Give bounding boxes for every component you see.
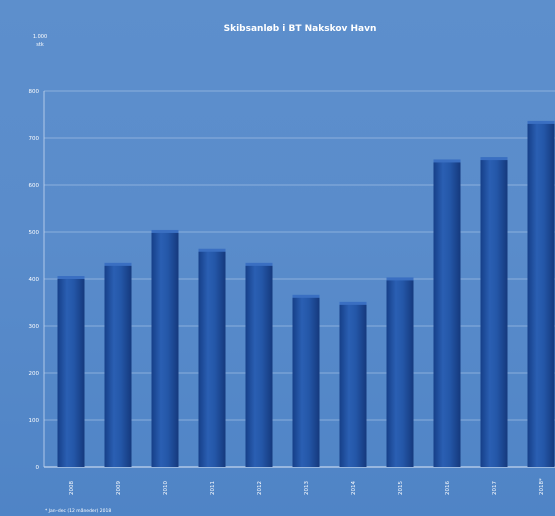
bar <box>339 304 367 467</box>
bar <box>198 251 226 467</box>
bar <box>245 265 273 467</box>
bar-top <box>433 159 461 164</box>
bar-group <box>104 262 132 467</box>
x-tick-label: 2014 <box>351 481 357 495</box>
bar-top <box>339 301 367 306</box>
x-tick-label: 2008 <box>69 481 75 495</box>
bar-group <box>386 277 414 467</box>
x-tick-label: 2013 <box>304 481 310 495</box>
bar-group <box>339 301 367 467</box>
bar-top <box>104 262 132 267</box>
bar-top <box>386 277 414 282</box>
x-tick-label: 2009 <box>116 481 122 495</box>
bar-group <box>151 229 179 467</box>
y-unit-label-bottom: stk <box>36 42 44 48</box>
bar-top <box>198 248 226 253</box>
x-tick-label: 2011 <box>210 481 216 495</box>
y-tick-label: 600 <box>29 183 40 189</box>
y-tick-label: 800 <box>29 89 40 95</box>
bar <box>151 232 179 467</box>
y-tick-label: 400 <box>29 277 40 283</box>
y-tick-label: 100 <box>29 418 40 424</box>
bar-group <box>245 262 273 467</box>
x-tick-label: 2010 <box>163 481 169 495</box>
y-tick-label: 500 <box>29 230 40 236</box>
bar-group <box>433 159 461 467</box>
y-axis: 0 100 200 300 400 500 600 700 800 <box>29 89 40 471</box>
bar-group <box>57 276 85 467</box>
bar-group <box>198 248 226 467</box>
bar <box>480 160 508 467</box>
x-tick-label: 2012 <box>257 481 263 495</box>
bar <box>104 265 132 467</box>
bars <box>57 120 555 468</box>
chart-title: Skibsanløb i BT Nakskov Havn <box>224 24 377 34</box>
footnote: * Jan–dec (12 måneder) 2018 <box>45 507 111 514</box>
bar-top <box>245 262 273 267</box>
bar-group <box>527 120 555 468</box>
bar-top <box>151 229 179 234</box>
y-unit-label-top: 1.000 <box>33 34 47 40</box>
bar-top <box>480 157 508 162</box>
bar-top <box>527 120 555 125</box>
x-tick-label: 2016 <box>445 481 451 495</box>
bar <box>386 280 414 467</box>
bar <box>527 123 555 468</box>
y-tick-label: 0 <box>36 465 40 471</box>
x-tick-label: 2015 <box>398 481 404 495</box>
y-tick-label: 300 <box>29 324 40 330</box>
bar <box>57 279 85 467</box>
bar-top <box>57 276 85 280</box>
x-tick-label: 2017 <box>492 481 498 495</box>
bar <box>292 297 320 467</box>
x-axis: 2008 2009 2010 2011 2012 2013 2014 2015 2016 2017… <box>69 478 545 495</box>
x-tick-label: 2018* <box>539 478 545 495</box>
bar-group <box>292 294 320 467</box>
y-tick-label: 700 <box>29 136 40 142</box>
bar <box>433 162 461 467</box>
bar-group <box>480 157 508 467</box>
bar-top <box>292 294 320 299</box>
y-tick-label: 200 <box>29 371 40 377</box>
